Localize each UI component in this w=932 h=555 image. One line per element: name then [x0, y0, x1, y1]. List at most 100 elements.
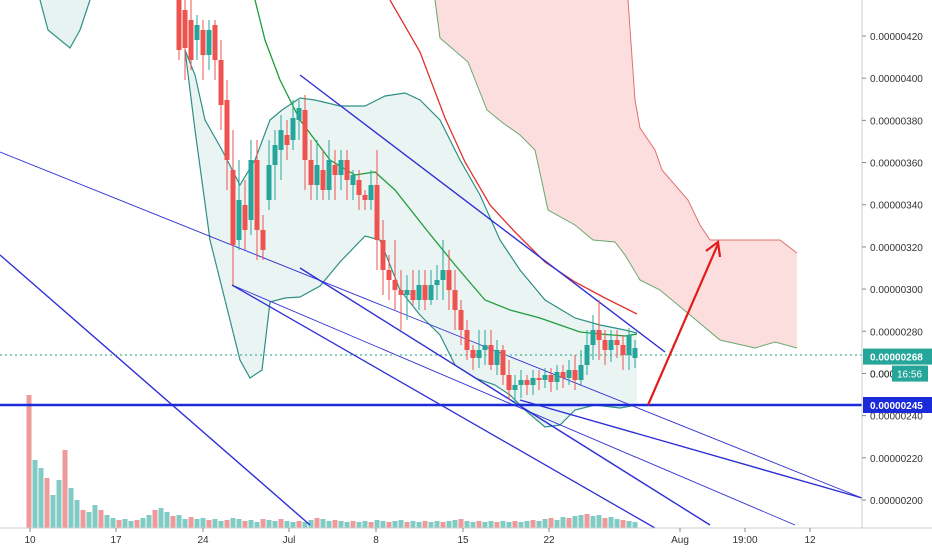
candle[interactable] [428, 270, 434, 305]
candle-body [380, 240, 386, 270]
candle[interactable] [596, 300, 602, 360]
candle[interactable] [452, 270, 458, 330]
candle[interactable] [248, 140, 254, 235]
volume-bar [548, 518, 554, 528]
candle[interactable] [422, 270, 428, 310]
candle[interactable] [206, 20, 212, 70]
candle[interactable] [200, 20, 206, 80]
candle[interactable] [350, 170, 356, 200]
candle[interactable] [500, 345, 506, 385]
candle[interactable] [482, 330, 488, 365]
candle[interactable] [356, 170, 362, 210]
candle[interactable] [590, 315, 596, 360]
candle[interactable] [620, 335, 626, 370]
candle[interactable] [584, 330, 590, 375]
candle[interactable] [416, 270, 422, 310]
candle[interactable] [230, 130, 236, 285]
candle[interactable] [284, 120, 290, 160]
candle[interactable] [368, 170, 374, 210]
candle[interactable] [224, 80, 230, 190]
candle[interactable] [566, 360, 572, 385]
candle[interactable] [326, 140, 332, 200]
candle[interactable] [182, 0, 188, 80]
candle[interactable] [494, 340, 500, 375]
candle[interactable] [398, 270, 404, 330]
candle[interactable] [572, 355, 578, 390]
candle[interactable] [338, 150, 344, 190]
candle[interactable] [344, 150, 350, 200]
candle[interactable] [392, 240, 398, 310]
candle[interactable] [512, 375, 518, 405]
candle[interactable] [632, 340, 638, 368]
candle[interactable] [218, 40, 224, 130]
candle[interactable] [278, 115, 284, 180]
candle[interactable] [236, 160, 242, 250]
candle-body [620, 345, 626, 355]
candle[interactable] [380, 220, 386, 295]
candle[interactable] [524, 375, 530, 395]
candle[interactable] [194, 15, 200, 60]
volume-bar [518, 522, 524, 528]
candle[interactable] [410, 270, 416, 305]
trendline-projection[interactable] [519, 399, 863, 499]
channel-lower-line[interactable] [299, 267, 711, 526]
channel-upper-line[interactable] [299, 74, 666, 353]
projection-arrow-line[interactable] [646, 243, 720, 406]
candle[interactable] [386, 255, 392, 300]
volume-bar [626, 521, 632, 528]
candle[interactable] [176, 0, 182, 60]
price-tick-label: 0.00000360 [870, 159, 923, 170]
candle[interactable] [536, 370, 542, 390]
trendline-lower[interactable] [231, 284, 656, 529]
candle[interactable] [476, 330, 482, 368]
trendline-long-upper[interactable] [0, 151, 863, 499]
candle[interactable] [614, 330, 620, 358]
candle[interactable] [266, 140, 272, 210]
bollinger-upper-left [39, 0, 91, 49]
candle-body [302, 110, 308, 160]
candle[interactable] [302, 95, 308, 190]
candle[interactable] [332, 150, 338, 200]
candle[interactable] [290, 100, 296, 150]
candle[interactable] [488, 330, 494, 370]
candle[interactable] [626, 328, 632, 370]
candle-body [416, 285, 422, 300]
candle[interactable] [296, 100, 302, 140]
candle[interactable] [374, 150, 380, 270]
candle-body [224, 100, 230, 160]
candle[interactable] [560, 365, 566, 388]
candle[interactable] [470, 345, 476, 370]
candle[interactable] [314, 140, 320, 200]
candle[interactable] [362, 190, 368, 210]
candle[interactable] [308, 140, 314, 200]
candle[interactable] [272, 130, 278, 200]
candle[interactable] [188, 0, 194, 70]
candle[interactable] [542, 368, 548, 388]
candle[interactable] [578, 350, 584, 385]
candle-body [188, 20, 194, 60]
candle[interactable] [602, 330, 608, 365]
candle[interactable] [464, 320, 470, 360]
candle[interactable] [518, 370, 524, 398]
candle[interactable] [554, 365, 560, 390]
candle[interactable] [506, 360, 512, 400]
candle[interactable] [608, 330, 614, 362]
trendline-left-diagonal[interactable] [0, 254, 311, 526]
candle[interactable] [242, 180, 248, 250]
volume-bar [218, 521, 224, 528]
candle[interactable] [320, 150, 326, 200]
volume-bar [236, 519, 242, 528]
candle[interactable] [212, 20, 218, 80]
candle[interactable] [404, 275, 410, 320]
candle[interactable] [530, 370, 536, 395]
candle[interactable] [446, 250, 452, 310]
candle[interactable] [548, 368, 554, 392]
candle[interactable] [254, 140, 260, 260]
candle[interactable] [440, 240, 446, 300]
candle-body [374, 185, 380, 240]
candle[interactable] [434, 265, 440, 300]
candle[interactable] [458, 300, 464, 345]
candle[interactable] [260, 215, 266, 260]
price-tick-label: 0.00000240 [870, 412, 923, 423]
